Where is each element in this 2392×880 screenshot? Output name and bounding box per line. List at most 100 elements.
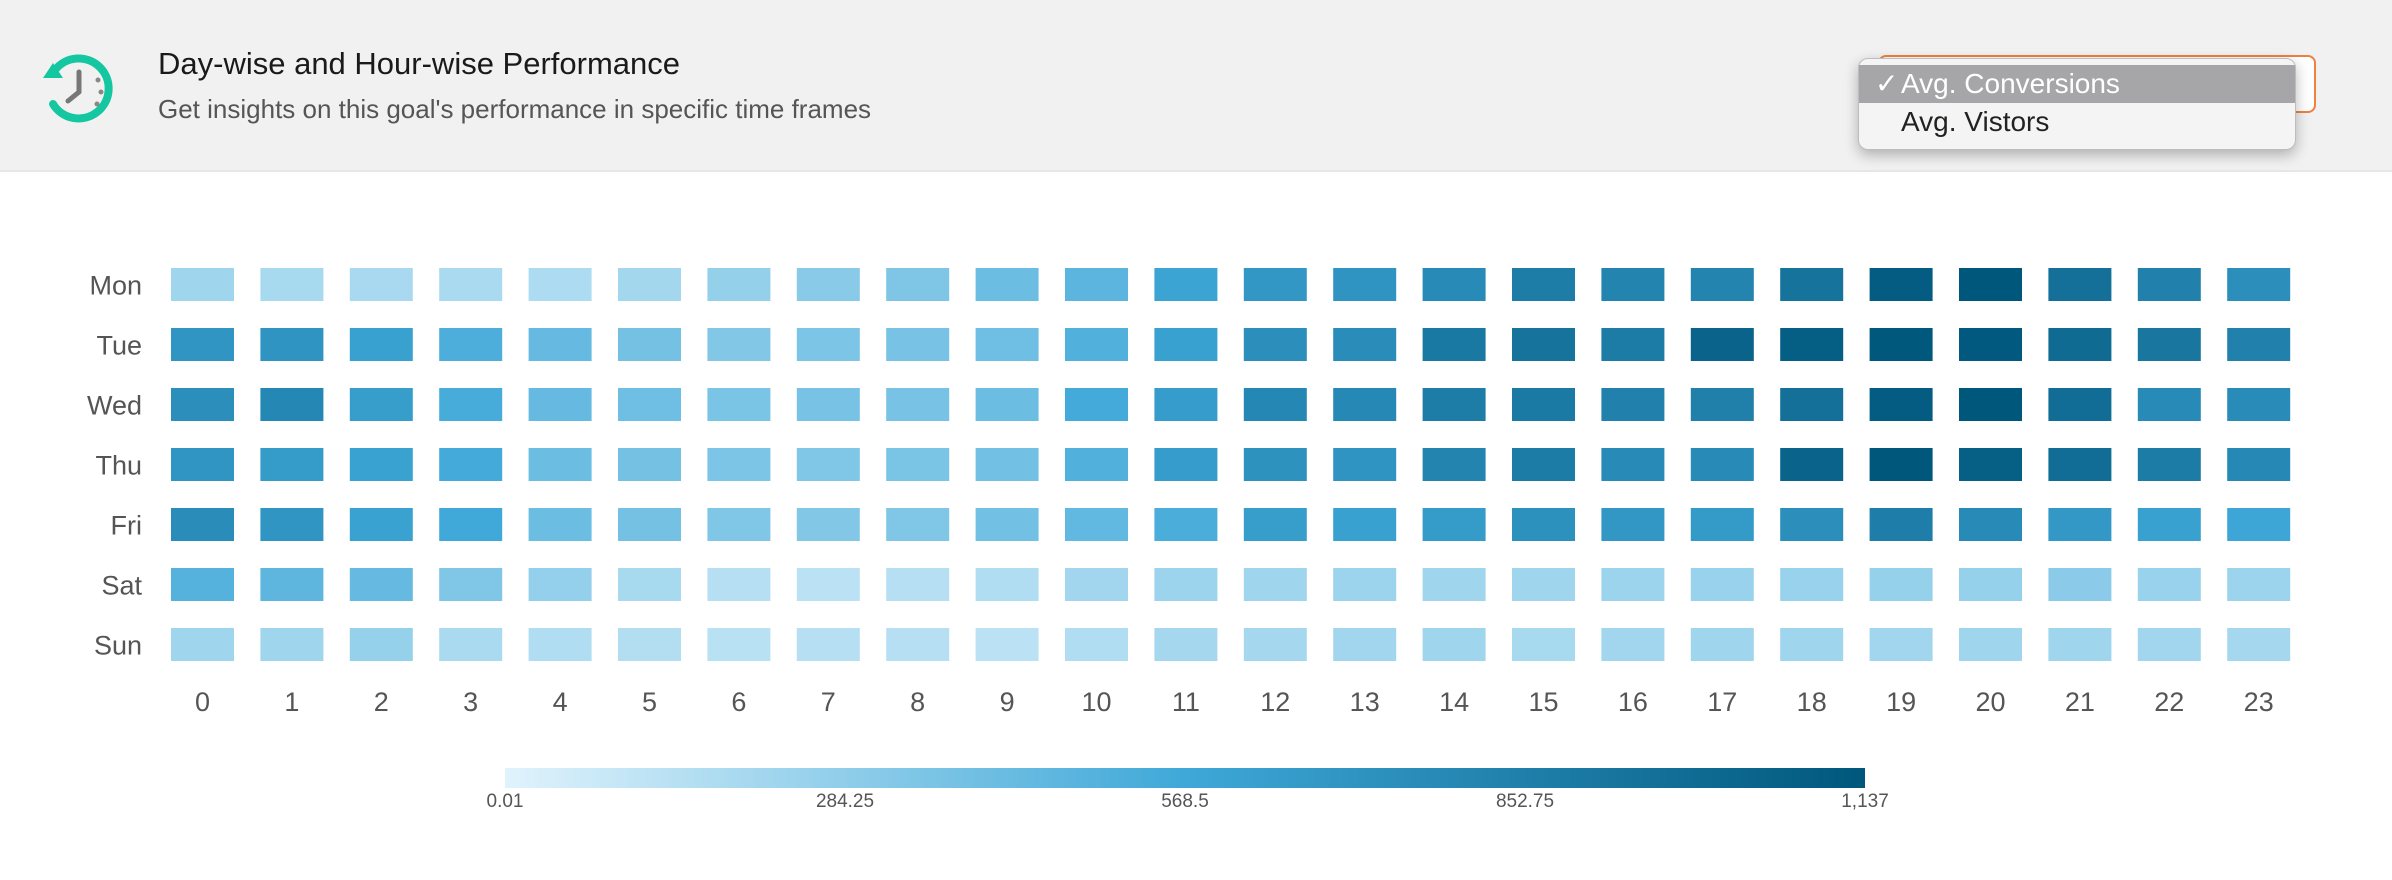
heatmap-cell-fri-5[interactable] (618, 508, 681, 541)
heatmap-cell-sat-15[interactable] (1512, 568, 1575, 601)
heatmap-cell-thu-20[interactable] (1959, 448, 2022, 481)
heatmap-cell-sat-7[interactable] (796, 568, 860, 601)
heatmap-cell-tue-15[interactable] (1512, 328, 1575, 361)
heatmap-cell-wed-4[interactable] (528, 388, 592, 421)
heatmap-cell-fri-22[interactable] (2137, 508, 2201, 541)
heatmap-cell-wed-1[interactable] (260, 388, 324, 421)
heatmap-cell-wed-15[interactable] (1512, 388, 1575, 421)
heatmap-cell-sun-16[interactable] (1601, 628, 1665, 661)
heatmap-cell-wed-5[interactable] (618, 388, 681, 421)
heatmap-cell-sun-14[interactable] (1422, 628, 1486, 661)
heatmap-cell-sun-18[interactable] (1780, 628, 1844, 661)
heatmap-cell-thu-12[interactable] (1243, 448, 1307, 481)
heatmap-cell-mon-14[interactable] (1422, 268, 1486, 301)
heatmap-cell-fri-7[interactable] (796, 508, 860, 541)
heatmap-cell-thu-2[interactable] (349, 448, 413, 481)
heatmap-cell-sat-11[interactable] (1154, 568, 1218, 601)
heatmap-cell-thu-19[interactable] (1869, 448, 1933, 481)
heatmap-cell-mon-18[interactable] (1780, 268, 1844, 301)
heatmap-cell-sat-13[interactable] (1333, 568, 1397, 601)
heatmap-cell-sat-21[interactable] (2048, 568, 2112, 601)
heatmap-cell-thu-6[interactable] (707, 448, 771, 481)
heatmap-cell-sat-16[interactable] (1601, 568, 1665, 601)
heatmap-cell-mon-2[interactable] (349, 268, 413, 301)
heatmap-cell-sat-1[interactable] (260, 568, 324, 601)
heatmap-cell-fri-19[interactable] (1869, 508, 1933, 541)
heatmap-cell-thu-13[interactable] (1333, 448, 1397, 481)
metric-dropdown-menu[interactable]: ✓ Avg. Conversions Avg. Vistors (1858, 58, 2296, 150)
heatmap-cell-fri-12[interactable] (1243, 508, 1307, 541)
heatmap-cell-wed-2[interactable] (349, 388, 413, 421)
heatmap-cell-mon-22[interactable] (2137, 268, 2201, 301)
heatmap-cell-fri-21[interactable] (2048, 508, 2112, 541)
heatmap-cell-sat-0[interactable] (171, 568, 234, 601)
heatmap-cell-mon-16[interactable] (1601, 268, 1665, 301)
heatmap-cell-fri-18[interactable] (1780, 508, 1844, 541)
heatmap-cell-sat-20[interactable] (1959, 568, 2022, 601)
heatmap-cell-mon-21[interactable] (2048, 268, 2112, 301)
heatmap-cell-fri-17[interactable] (1690, 508, 1754, 541)
heatmap-cell-mon-9[interactable] (975, 268, 1039, 301)
heatmap-cell-thu-15[interactable] (1512, 448, 1575, 481)
heatmap-cell-fri-1[interactable] (260, 508, 324, 541)
heatmap-cell-sat-9[interactable] (975, 568, 1039, 601)
heatmap-cell-tue-3[interactable] (439, 328, 503, 361)
heatmap-cell-mon-20[interactable] (1959, 268, 2022, 301)
heatmap-cell-tue-17[interactable] (1690, 328, 1754, 361)
heatmap-cell-mon-8[interactable] (886, 268, 950, 301)
heatmap-cell-mon-7[interactable] (796, 268, 860, 301)
heatmap-cell-wed-23[interactable] (2227, 388, 2291, 421)
heatmap-cell-tue-7[interactable] (796, 328, 860, 361)
heatmap-cell-thu-21[interactable] (2048, 448, 2112, 481)
heatmap-cell-fri-11[interactable] (1154, 508, 1218, 541)
heatmap-cell-mon-0[interactable] (171, 268, 234, 301)
heatmap-cell-tue-2[interactable] (349, 328, 413, 361)
heatmap-cell-sun-13[interactable] (1333, 628, 1397, 661)
heatmap-cell-sat-5[interactable] (618, 568, 681, 601)
option-avg-visitors[interactable]: Avg. Vistors (1859, 103, 2295, 141)
heatmap-cell-thu-11[interactable] (1154, 448, 1218, 481)
heatmap-cell-thu-1[interactable] (260, 448, 324, 481)
heatmap-cell-mon-4[interactable] (528, 268, 592, 301)
heatmap-cell-wed-6[interactable] (707, 388, 771, 421)
heatmap-cell-fri-3[interactable] (439, 508, 503, 541)
heatmap-cell-mon-12[interactable] (1243, 268, 1307, 301)
heatmap-cell-sat-3[interactable] (439, 568, 503, 601)
heatmap-cell-fri-20[interactable] (1959, 508, 2022, 541)
heatmap-cell-sat-14[interactable] (1422, 568, 1486, 601)
heatmap-cell-sun-3[interactable] (439, 628, 503, 661)
heatmap-cell-sat-2[interactable] (349, 568, 413, 601)
heatmap-cell-wed-16[interactable] (1601, 388, 1665, 421)
heatmap-cell-tue-18[interactable] (1780, 328, 1844, 361)
heatmap-cell-thu-9[interactable] (975, 448, 1039, 481)
heatmap-cell-sun-9[interactable] (975, 628, 1039, 661)
heatmap-cell-wed-12[interactable] (1243, 388, 1307, 421)
heatmap-cell-tue-21[interactable] (2048, 328, 2112, 361)
heatmap-cell-thu-7[interactable] (796, 448, 860, 481)
heatmap-cell-thu-23[interactable] (2227, 448, 2291, 481)
heatmap-cell-wed-19[interactable] (1869, 388, 1933, 421)
heatmap-cell-tue-9[interactable] (975, 328, 1039, 361)
heatmap-cell-mon-6[interactable] (707, 268, 771, 301)
heatmap-cell-fri-4[interactable] (528, 508, 592, 541)
heatmap-cell-mon-15[interactable] (1512, 268, 1575, 301)
heatmap-cell-sun-8[interactable] (886, 628, 950, 661)
heatmap-cell-sat-22[interactable] (2137, 568, 2201, 601)
heatmap-cell-wed-8[interactable] (886, 388, 950, 421)
heatmap-cell-sun-6[interactable] (707, 628, 771, 661)
heatmap-cell-sun-1[interactable] (260, 628, 324, 661)
heatmap-cell-thu-22[interactable] (2137, 448, 2201, 481)
heatmap-cell-sun-10[interactable] (1065, 628, 1128, 661)
heatmap-cell-mon-11[interactable] (1154, 268, 1218, 301)
heatmap-cell-thu-8[interactable] (886, 448, 950, 481)
heatmap-cell-tue-16[interactable] (1601, 328, 1665, 361)
heatmap-cell-wed-20[interactable] (1959, 388, 2022, 421)
heatmap-cell-sun-15[interactable] (1512, 628, 1575, 661)
heatmap-cell-sun-20[interactable] (1959, 628, 2022, 661)
heatmap-cell-fri-13[interactable] (1333, 508, 1397, 541)
heatmap-cell-mon-3[interactable] (439, 268, 503, 301)
heatmap-cell-mon-13[interactable] (1333, 268, 1397, 301)
heatmap-cell-wed-21[interactable] (2048, 388, 2112, 421)
heatmap-cell-wed-0[interactable] (171, 388, 234, 421)
heatmap-cell-sat-18[interactable] (1780, 568, 1844, 601)
